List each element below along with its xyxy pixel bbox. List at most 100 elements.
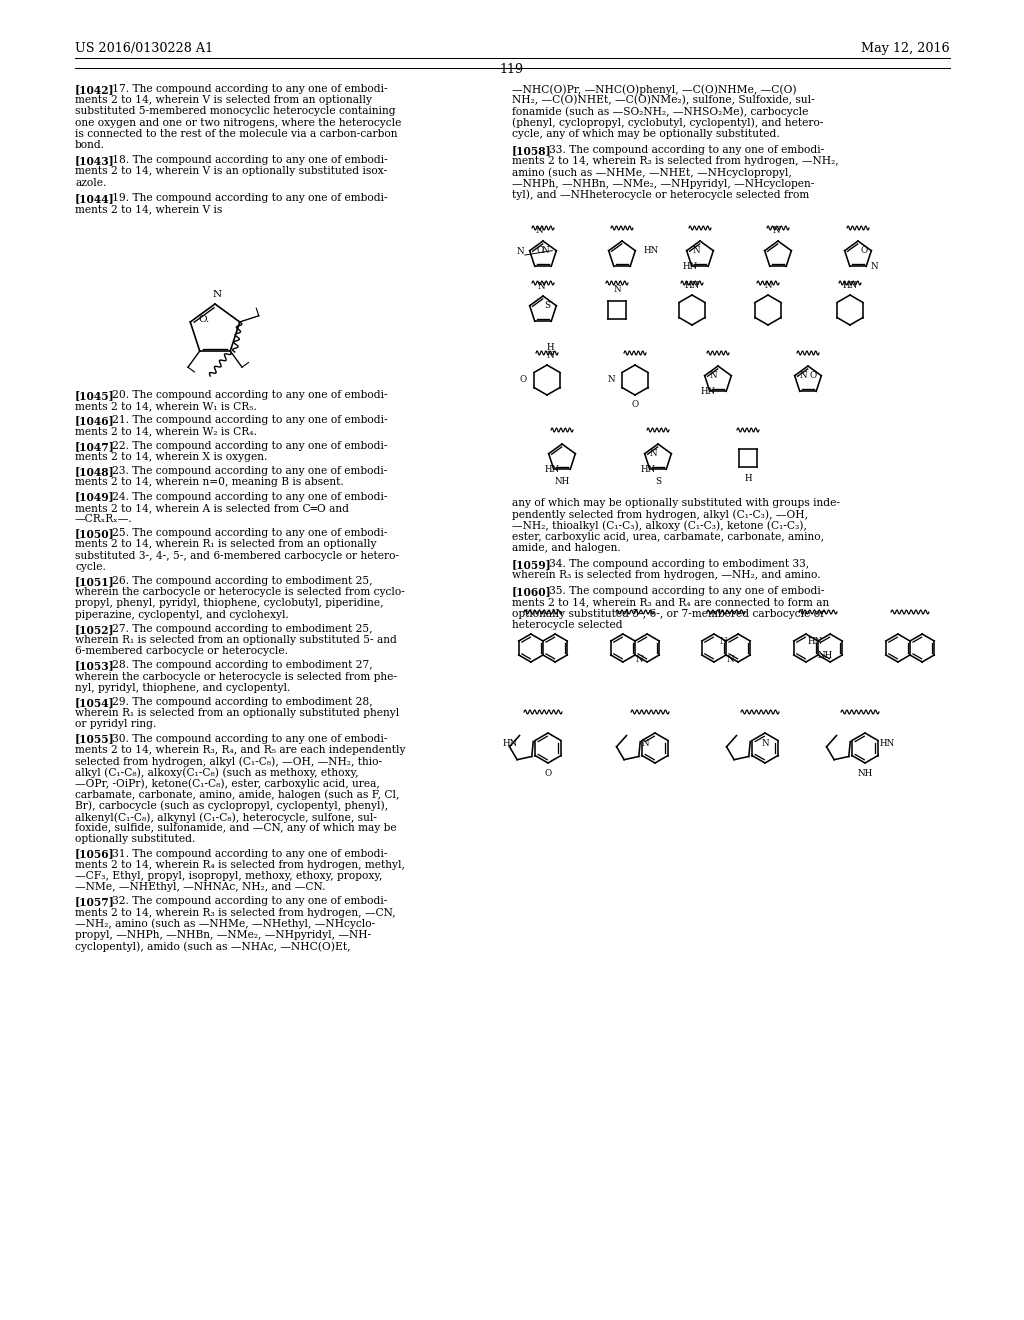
Text: [1055]: [1055]	[75, 734, 115, 744]
Text: HN: HN	[808, 636, 823, 645]
Text: optionally substituted.: optionally substituted.	[75, 834, 196, 845]
Text: N: N	[635, 655, 643, 664]
Text: ments 2 to 14, wherein R₃ is selected from hydrogen, —NH₂,: ments 2 to 14, wherein R₃ is selected fr…	[512, 156, 839, 166]
Text: N: N	[536, 226, 543, 235]
Text: ments 2 to 14, wherein n=0, meaning B is absent.: ments 2 to 14, wherein n=0, meaning B is…	[75, 478, 344, 487]
Text: ments 2 to 14, wherein V is an optionally substituted isox-: ments 2 to 14, wherein V is an optionall…	[75, 166, 387, 177]
Text: [1044]: [1044]	[75, 193, 115, 203]
Text: N: N	[516, 247, 524, 256]
Text: substituted 3-, 4-, 5-, and 6-membered carbocycle or hetero-: substituted 3-, 4-, 5-, and 6-membered c…	[75, 550, 399, 561]
Text: [1050]: [1050]	[75, 528, 115, 539]
Text: propyl, —NHPh, —NHBn, —NMe₂, —NHpyridyl, —NH-: propyl, —NHPh, —NHBn, —NMe₂, —NHpyridyl,…	[75, 931, 372, 940]
Text: [1049]: [1049]	[75, 491, 115, 503]
Text: HN: HN	[643, 246, 658, 255]
Text: wherein the carbocycle or heterocycle is selected from cyclo-: wherein the carbocycle or heterocycle is…	[75, 587, 404, 597]
Text: substituted 5-membered monocyclic heterocycle containing: substituted 5-membered monocyclic hetero…	[75, 107, 395, 116]
Text: [1042]: [1042]	[75, 84, 115, 95]
Text: HN: HN	[503, 738, 518, 747]
Text: N: N	[720, 636, 727, 645]
Text: [1051]: [1051]	[75, 576, 115, 587]
Text: N: N	[613, 285, 621, 294]
Text: wherein the carbocycle or heterocycle is selected from phe-: wherein the carbocycle or heterocycle is…	[75, 672, 397, 681]
Text: [1060]: [1060]	[512, 586, 552, 598]
Text: ments 2 to 14, wherein R₃ and R₄ are connected to form an: ments 2 to 14, wherein R₃ and R₄ are con…	[512, 598, 829, 607]
Text: [1054]: [1054]	[75, 697, 115, 708]
Text: 34. The compound according to embodiment 33,: 34. The compound according to embodiment…	[540, 558, 809, 569]
Text: selected from hydrogen, alkyl (C₁-C₈), —OH, —NH₂, thio-: selected from hydrogen, alkyl (C₁-C₈), —…	[75, 756, 382, 767]
Text: [1047]: [1047]	[75, 441, 115, 451]
Text: [1046]: [1046]	[75, 416, 115, 426]
Text: S: S	[655, 477, 662, 486]
Text: piperazine, cyclopentyl, and cyclohexyl.: piperazine, cyclopentyl, and cyclohexyl.	[75, 610, 289, 619]
Text: N: N	[649, 449, 657, 458]
Text: alkenyl(C₁-C₈), alkynyl (C₁-C₈), heterocycle, sulfone, sul-: alkenyl(C₁-C₈), alkynyl (C₁-C₈), heteroc…	[75, 812, 377, 822]
Text: ments 2 to 14, wherein V is: ments 2 to 14, wherein V is	[75, 205, 222, 214]
Text: N: N	[870, 261, 878, 271]
Text: wherein R₁ is selected from an optionally substituted 5- and: wherein R₁ is selected from an optionall…	[75, 635, 397, 645]
Text: [1045]: [1045]	[75, 389, 115, 401]
Text: HN: HN	[545, 465, 560, 474]
Text: optionally substituted 5-, 6-, or 7-membered carbocycle or: optionally substituted 5-, 6-, or 7-memb…	[512, 609, 825, 619]
Text: fonamide (such as —SO₂NH₂, —NHSO₂Me), carbocycle: fonamide (such as —SO₂NH₂, —NHSO₂Me), ca…	[512, 107, 808, 117]
Text: ments 2 to 14, wherein W₁ is CR₅.: ments 2 to 14, wherein W₁ is CR₅.	[75, 401, 257, 412]
Text: tyl), and —NHheterocycle or heterocycle selected from: tyl), and —NHheterocycle or heterocycle …	[512, 190, 809, 201]
Text: ments 2 to 14, wherein A is selected from C═O and: ments 2 to 14, wherein A is selected fro…	[75, 503, 349, 512]
Text: 30. The compound according to any one of embodi-: 30. The compound according to any one of…	[102, 734, 388, 743]
Text: —NH₂, amino (such as —NHMe, —NHethyl, —NHcyclo-: —NH₂, amino (such as —NHMe, —NHethyl, —N…	[75, 919, 375, 929]
Text: HN: HN	[843, 281, 858, 290]
Text: 21. The compound according to any one of embodi-: 21. The compound according to any one of…	[102, 416, 388, 425]
Text: 24. The compound according to any one of embodi-: 24. The compound according to any one of…	[102, 491, 388, 502]
Text: is connected to the rest of the molecule via a carbon-carbon: is connected to the rest of the molecule…	[75, 129, 397, 139]
Text: nyl, pyridyl, thiophene, and cyclopentyl.: nyl, pyridyl, thiophene, and cyclopentyl…	[75, 682, 291, 693]
Text: [1056]: [1056]	[75, 849, 115, 859]
Text: ments 2 to 14, wherein X is oxygen.: ments 2 to 14, wherein X is oxygen.	[75, 451, 267, 462]
Text: N: N	[800, 371, 807, 380]
Text: O: O	[537, 246, 544, 255]
Text: —NHPh, —NHBn, —NMe₂, —NHpyridyl, —NHcyclopen-: —NHPh, —NHBn, —NMe₂, —NHpyridyl, —NHcycl…	[512, 178, 814, 189]
Text: 35. The compound according to any one of embodi-: 35. The compound according to any one of…	[540, 586, 824, 597]
Text: 17. The compound according to any one of embodi-: 17. The compound according to any one of…	[102, 84, 388, 94]
Text: ments 2 to 14, wherein R₃, R₄, and R₅ are each independently: ments 2 to 14, wherein R₃, R₄, and R₅ ar…	[75, 744, 406, 755]
Text: propyl, phenyl, pyridyl, thiophene, cyclobutyl, piperidine,: propyl, phenyl, pyridyl, thiophene, cycl…	[75, 598, 384, 609]
Text: or pyridyl ring.: or pyridyl ring.	[75, 719, 157, 730]
Text: Br), carbocycle (such as cyclopropyl, cyclopentyl, phenyl),: Br), carbocycle (such as cyclopropyl, cy…	[75, 801, 388, 812]
Text: [1057]: [1057]	[75, 896, 115, 907]
Text: —NHC(O)Pr, —NHC(O)phenyl, —C(O)NHMe, —C(O): —NHC(O)Pr, —NHC(O)phenyl, —C(O)NHMe, —C(…	[512, 84, 797, 95]
Text: [1053]: [1053]	[75, 660, 115, 672]
Text: [1043]: [1043]	[75, 156, 115, 166]
Text: May 12, 2016: May 12, 2016	[861, 42, 950, 55]
Text: amide, and halogen.: amide, and halogen.	[512, 543, 621, 553]
Text: azole.: azole.	[75, 178, 106, 187]
Text: N: N	[764, 281, 772, 290]
Text: N: N	[761, 738, 769, 747]
Text: 18. The compound according to any one of embodi-: 18. The compound according to any one of…	[102, 156, 388, 165]
Text: US 2016/0130228 A1: US 2016/0130228 A1	[75, 42, 213, 55]
Text: cycle.: cycle.	[75, 562, 105, 572]
Text: S: S	[545, 301, 550, 310]
Text: N: N	[692, 246, 700, 255]
Text: 22. The compound according to any one of embodi-: 22. The compound according to any one of…	[102, 441, 388, 451]
Text: HN: HN	[684, 281, 699, 290]
Text: O.: O.	[199, 315, 210, 325]
Text: wherein R₃ is selected from hydrogen, —NH₂, and amino.: wherein R₃ is selected from hydrogen, —N…	[512, 570, 820, 581]
Text: N: N	[538, 282, 545, 290]
Text: NH: NH	[857, 770, 872, 777]
Text: heterocycle selected: heterocycle selected	[512, 620, 623, 630]
Text: NH: NH	[817, 651, 833, 660]
Text: N: N	[772, 226, 780, 235]
Text: ments 2 to 14, wherein W₂ is CR₄.: ments 2 to 14, wherein W₂ is CR₄.	[75, 426, 257, 437]
Text: N: N	[710, 371, 717, 380]
Text: 31. The compound according to any one of embodi-: 31. The compound according to any one of…	[102, 849, 388, 858]
Text: HN: HN	[641, 465, 656, 474]
Text: [1058]: [1058]	[512, 145, 552, 156]
Text: 19. The compound according to any one of embodi-: 19. The compound according to any one of…	[102, 193, 388, 203]
Text: HN: HN	[701, 387, 716, 396]
Text: —CRₓRₓ—.: —CRₓRₓ—.	[75, 513, 133, 524]
Text: O: O	[810, 371, 817, 380]
Text: —OPr, -OiPr), ketone(C₁-C₈), ester, carboxylic acid, urea,: —OPr, -OiPr), ketone(C₁-C₈), ester, carb…	[75, 779, 380, 789]
Text: 20. The compound according to any one of embodi-: 20. The compound according to any one of…	[102, 389, 388, 400]
Text: 23. The compound according to any one of embodi-: 23. The compound according to any one of…	[102, 466, 388, 477]
Text: [1048]: [1048]	[75, 466, 115, 478]
Text: 32. The compound according to any one of embodi-: 32. The compound according to any one of…	[102, 896, 388, 907]
Text: H: H	[546, 343, 554, 352]
